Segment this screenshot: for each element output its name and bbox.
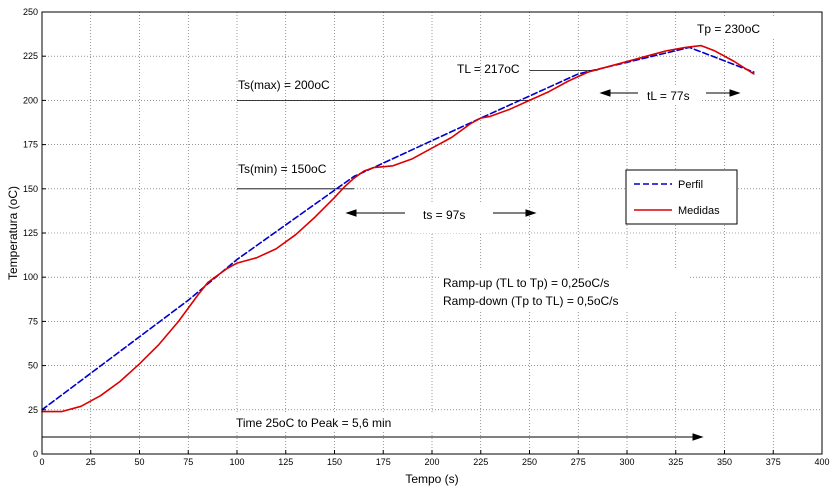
ts-arrow-right-head <box>525 209 537 217</box>
x-tick-label: 400 <box>814 457 829 467</box>
y-tick-label: 50 <box>28 361 38 371</box>
x-tick-label: 300 <box>619 457 634 467</box>
tl-arrow-right-head <box>729 89 741 97</box>
time-to-peak-arrow-head <box>692 433 704 441</box>
annotation-tsmax: Ts(max) = 200oC <box>238 78 330 92</box>
x-tick-label: 175 <box>376 457 391 467</box>
x-tick-label: 150 <box>327 457 342 467</box>
annotation-ts-time: ts = 97s <box>423 208 465 222</box>
y-tick-label: 200 <box>23 95 38 105</box>
annotation-tl-time: tL = 77s <box>647 89 690 103</box>
x-tick-label: 375 <box>766 457 781 467</box>
tl-time-label-bg <box>641 85 701 105</box>
y-tick-label: 25 <box>28 405 38 415</box>
x-tick-label: 50 <box>134 457 144 467</box>
annotation-ramp-down: Ramp-down (Tp to TL) = 0,5oC/s <box>443 294 619 308</box>
annotation-guides <box>237 69 598 190</box>
annotation-tsmin: Ts(min) = 150oC <box>238 162 327 176</box>
annotation-tl: TL = 217oC <box>457 62 520 76</box>
y-tick-label: 150 <box>23 184 38 194</box>
x-tick-label: 100 <box>229 457 244 467</box>
y-tick-label: 75 <box>28 316 38 326</box>
arrows <box>42 89 741 441</box>
ts-time-label-bg <box>412 203 490 233</box>
x-tick-label: 350 <box>717 457 732 467</box>
legend-box <box>625 169 738 225</box>
y-tick-labels: 0 25 50 75 100 125 150 175 200 225 250 <box>23 7 46 459</box>
x-tick-label: 250 <box>522 457 537 467</box>
legend-label-perfil: Perfil <box>678 179 703 191</box>
tp-label-bg <box>694 18 774 38</box>
ts-arrow-left-head <box>345 209 357 217</box>
x-tick-label: 125 <box>278 457 293 467</box>
x-tick-label: 275 <box>571 457 586 467</box>
x-tick-label: 25 <box>86 457 96 467</box>
x-axis-label: Tempo (s) <box>405 472 458 486</box>
tl-arrow-left-head <box>599 89 611 97</box>
x-tick-labels: 0 25 50 75 100 125 150 175 200 225 250 275 300 325 350… <box>39 450 830 467</box>
series-line-medidas <box>41 44 755 413</box>
series-lines <box>41 44 755 413</box>
y-tick-label: 225 <box>23 51 38 61</box>
annotation-ramp-up: Ramp-up (TL to Tp) = 0,25oC/s <box>443 276 609 290</box>
y-tick-label: 0 <box>33 449 38 459</box>
x-tick-label: 75 <box>183 457 193 467</box>
annotation-time-to-peak: Time 25oC to Peak = 5,6 min <box>236 416 391 430</box>
y-tick-label: 250 <box>23 7 38 17</box>
y-axis-label: Temperatura (oC) <box>6 186 20 280</box>
time-to-peak-label-bg <box>234 414 444 432</box>
legend: Perfil Medidas <box>625 169 738 225</box>
x-tick-label: 0 <box>39 457 44 467</box>
x-tick-label: 325 <box>668 457 683 467</box>
y-tick-label: 125 <box>23 228 38 238</box>
legend-label-medidas: Medidas <box>678 205 720 217</box>
x-tick-label: 225 <box>473 457 488 467</box>
y-tick-label: 175 <box>23 140 38 150</box>
y-tick-label: 100 <box>23 272 38 282</box>
ramp-label-bg <box>440 270 690 310</box>
x-tick-label: 200 <box>424 457 439 467</box>
annotation-tp: Tp = 230oC <box>697 22 760 36</box>
